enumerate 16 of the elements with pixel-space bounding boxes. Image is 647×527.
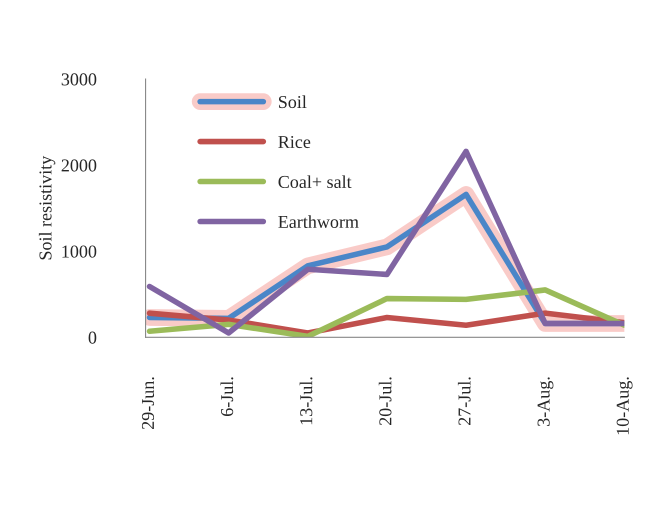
y-axis-title: Soil resistivity [38, 156, 56, 260]
x-tick-label: 13-Jul. [300, 377, 312, 424]
legend-label: Coal+ salt [278, 175, 352, 188]
y-tick-label: 0 [88, 332, 96, 344]
y-tick-label: 1000 [62, 245, 96, 258]
legend-label: Rice [278, 136, 310, 148]
y-tick-label: 3000 [62, 73, 96, 86]
x-tick-label: 29-Jun. [142, 377, 154, 430]
x-tick-label: 6-Jul. [220, 377, 234, 416]
legend-label: Soil [278, 95, 307, 108]
x-tick-label: 27-Jul. [458, 377, 471, 426]
legend-label: Earthworm [278, 215, 359, 228]
x-tick-label: 3-Aug. [538, 377, 554, 426]
x-tick-label: 10-Aug. [616, 377, 633, 434]
y-tick-label: 2000 [62, 159, 96, 172]
x-tick-label: 20-Jul. [378, 377, 392, 426]
